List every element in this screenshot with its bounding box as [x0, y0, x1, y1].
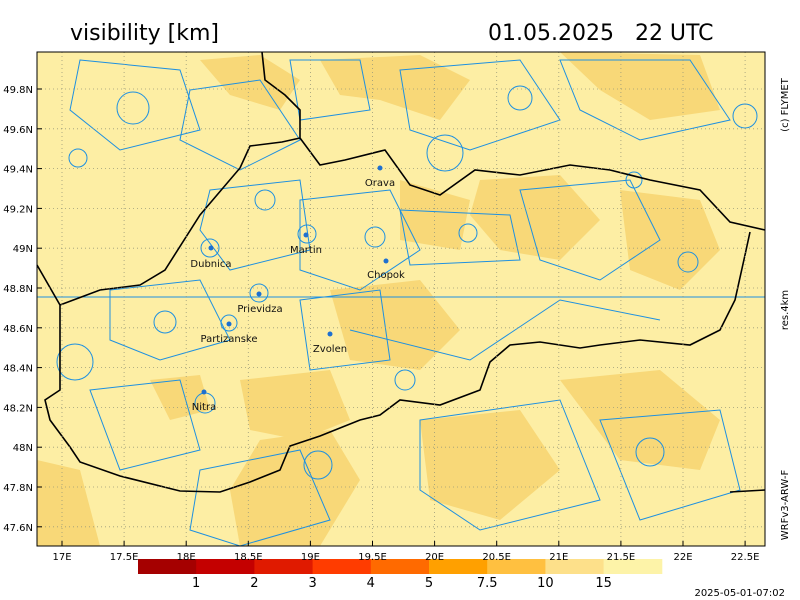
city-markers [201, 165, 389, 395]
colorbar-label: 10 [537, 576, 554, 591]
city-label: Orava [365, 178, 395, 189]
lat-label: 49.4N [3, 165, 33, 176]
lon-label: 19.5E [358, 552, 387, 563]
lat-label: 48N [13, 443, 33, 454]
colorbar-label: 15 [595, 576, 612, 591]
lon-label: 17E [52, 552, 71, 563]
lon-label: 21.5E [607, 552, 636, 563]
model: WRFv3-ARW-F [780, 470, 791, 541]
airspace-lines [37, 59, 765, 547]
city-label: Zvolen [313, 344, 347, 355]
datetime: 01.05.2025 22 UTC [488, 21, 714, 46]
lat-label: 47.8N [3, 483, 33, 494]
lon-label: 18.5E [234, 552, 263, 563]
resolution: res.4km [780, 290, 791, 330]
city-label: Nitra [192, 402, 216, 413]
lat-label: 48.4N [3, 364, 33, 375]
colorbar-swatch [254, 559, 314, 574]
lat-label: 49.2N [3, 204, 33, 215]
colorbar-label: 1 [192, 576, 200, 591]
lat-label: 48.8N [3, 284, 33, 295]
colorbar-swatch [138, 559, 197, 574]
colorbar-swatch [545, 559, 605, 574]
lon-label: 22E [673, 552, 692, 563]
map: Orava Martin Dubnica Chopok Prievidza Pa… [36, 51, 766, 547]
lat-label: 48.6N [3, 324, 33, 335]
colorbar: 1 2 3 4 5 7.5 10 15 [138, 559, 663, 591]
lat-label: 48.2N [3, 403, 33, 414]
colorbar-swatch [603, 559, 663, 574]
city-label: Dubnica [190, 259, 231, 270]
lat-label: 49.6N [3, 125, 33, 136]
lon-label: 21E [549, 552, 568, 563]
colorbar-label: 7.5 [477, 576, 498, 591]
city-label: Martin [290, 245, 322, 256]
colorbar-swatch [370, 559, 430, 574]
colorbar-swatch [429, 559, 488, 574]
map-frame [36, 51, 766, 547]
lon-label: 22.5E [731, 552, 760, 563]
colorbar-swatch [196, 559, 255, 574]
lat-label: 47.6N [3, 523, 33, 534]
lon-label: 20E [425, 552, 444, 563]
lon-label: 18E [177, 552, 196, 563]
city-label: Prievidza [237, 304, 282, 315]
lon-label: 17.5E [110, 552, 139, 563]
colorbar-label: 2 [250, 576, 258, 591]
visibility-patches [37, 52, 720, 546]
lon-label: 20.5E [482, 552, 511, 563]
lon-label: 19E [301, 552, 320, 563]
credit: (c) FLYMET [780, 77, 791, 132]
colorbar-label: 3 [308, 576, 316, 591]
city-label: Partizanske [200, 334, 257, 345]
city-label: Chopok [367, 270, 405, 281]
colorbar-swatch [487, 559, 546, 574]
colorbar-label: 4 [367, 576, 375, 591]
country-border [36, 51, 766, 493]
lat-label: 49N [13, 244, 33, 255]
lat-label: 49.8N [3, 85, 33, 96]
timestamp: 2025-05-01-07:02 [694, 588, 785, 599]
colorbar-swatch [312, 559, 372, 574]
colorbar-label: 5 [425, 576, 433, 591]
title: visibility [km] [70, 21, 219, 46]
lat-lon-grid [37, 52, 765, 546]
